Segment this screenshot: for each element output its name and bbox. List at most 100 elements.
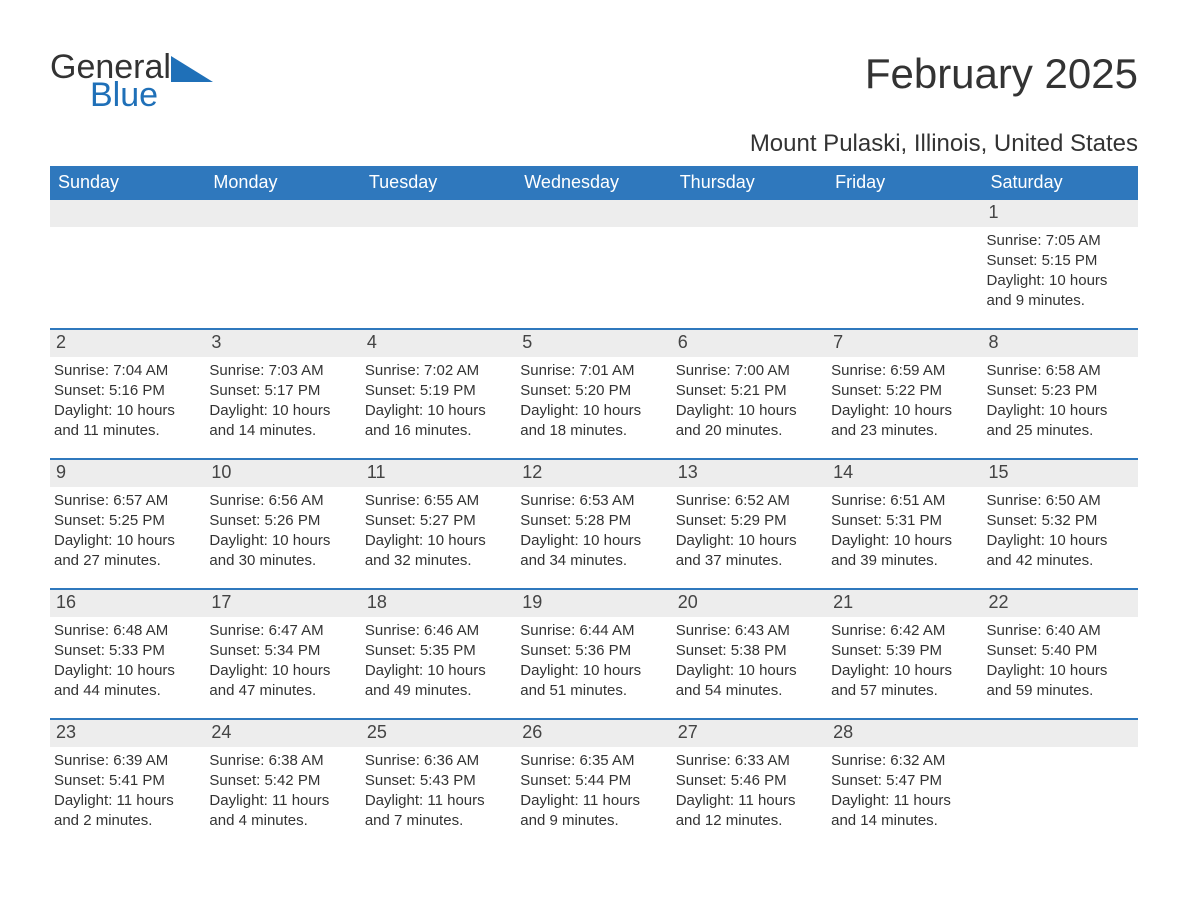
daylight-text: Daylight: 10 hours and 16 minutes. — [365, 401, 512, 442]
day-number: 27 — [672, 720, 827, 747]
day-number: 26 — [516, 720, 671, 747]
day-data: Sunrise: 7:05 AMSunset: 5:15 PMDaylight:… — [983, 227, 1138, 318]
day-data: Sunrise: 6:56 AMSunset: 5:26 PMDaylight:… — [205, 487, 360, 578]
day-number: 2 — [50, 330, 205, 357]
calendar-cell: 8Sunrise: 6:58 AMSunset: 5:23 PMDaylight… — [983, 330, 1138, 458]
day-number: 19 — [516, 590, 671, 617]
calendar-cell: 27Sunrise: 6:33 AMSunset: 5:46 PMDayligh… — [672, 720, 827, 848]
daylight-text: Daylight: 10 hours and 30 minutes. — [209, 531, 356, 572]
sunset-text: Sunset: 5:21 PM — [676, 381, 823, 401]
sunset-text: Sunset: 5:19 PM — [365, 381, 512, 401]
day-number: 3 — [205, 330, 360, 357]
day-number: 8 — [983, 330, 1138, 357]
sunrise-text: Sunrise: 6:59 AM — [831, 361, 978, 381]
week-row: 9Sunrise: 6:57 AMSunset: 5:25 PMDaylight… — [50, 458, 1138, 588]
location-label: Mount Pulaski, Illinois, United States — [50, 130, 1138, 158]
sunset-text: Sunset: 5:40 PM — [987, 641, 1134, 661]
daylight-text: Daylight: 10 hours and 51 minutes. — [520, 661, 667, 702]
day-number: 1 — [983, 200, 1138, 227]
sunset-text: Sunset: 5:35 PM — [365, 641, 512, 661]
day-number: 16 — [50, 590, 205, 617]
day-number — [361, 200, 516, 227]
day-data: Sunrise: 6:51 AMSunset: 5:31 PMDaylight:… — [827, 487, 982, 578]
calendar-cell — [205, 200, 360, 328]
sunrise-text: Sunrise: 7:01 AM — [520, 361, 667, 381]
calendar-cell: 14Sunrise: 6:51 AMSunset: 5:31 PMDayligh… — [827, 460, 982, 588]
day-number: 23 — [50, 720, 205, 747]
calendar-cell — [516, 200, 671, 328]
day-number: 10 — [205, 460, 360, 487]
day-number — [50, 200, 205, 227]
week-row: 23Sunrise: 6:39 AMSunset: 5:41 PMDayligh… — [50, 718, 1138, 848]
daylight-text: Daylight: 10 hours and 42 minutes. — [987, 531, 1134, 572]
sunrise-text: Sunrise: 6:35 AM — [520, 751, 667, 771]
daylight-text: Daylight: 11 hours and 12 minutes. — [676, 791, 823, 832]
sunset-text: Sunset: 5:20 PM — [520, 381, 667, 401]
daylight-text: Daylight: 10 hours and 25 minutes. — [987, 401, 1134, 442]
sunset-text: Sunset: 5:32 PM — [987, 511, 1134, 531]
sunrise-text: Sunrise: 6:53 AM — [520, 491, 667, 511]
day-number — [672, 200, 827, 227]
sunrise-text: Sunrise: 6:57 AM — [54, 491, 201, 511]
day-data: Sunrise: 6:33 AMSunset: 5:46 PMDaylight:… — [672, 747, 827, 838]
sunrise-text: Sunrise: 6:47 AM — [209, 621, 356, 641]
sunrise-text: Sunrise: 6:50 AM — [987, 491, 1134, 511]
day-data: Sunrise: 6:32 AMSunset: 5:47 PMDaylight:… — [827, 747, 982, 838]
sunrise-text: Sunrise: 6:51 AM — [831, 491, 978, 511]
sunrise-text: Sunrise: 6:48 AM — [54, 621, 201, 641]
calendar-cell — [672, 200, 827, 328]
sunset-text: Sunset: 5:44 PM — [520, 771, 667, 791]
day-number: 24 — [205, 720, 360, 747]
day-data: Sunrise: 7:01 AMSunset: 5:20 PMDaylight:… — [516, 357, 671, 448]
day-header: Tuesday — [361, 166, 516, 200]
sunrise-text: Sunrise: 7:02 AM — [365, 361, 512, 381]
daylight-text: Daylight: 10 hours and 44 minutes. — [54, 661, 201, 702]
logo-word-2: Blue — [90, 78, 171, 112]
month-title: February 2025 — [865, 50, 1138, 98]
day-number — [205, 200, 360, 227]
daylight-text: Daylight: 10 hours and 11 minutes. — [54, 401, 201, 442]
sunset-text: Sunset: 5:15 PM — [987, 251, 1134, 271]
sunset-text: Sunset: 5:41 PM — [54, 771, 201, 791]
day-data: Sunrise: 6:57 AMSunset: 5:25 PMDaylight:… — [50, 487, 205, 578]
day-data: Sunrise: 6:59 AMSunset: 5:22 PMDaylight:… — [827, 357, 982, 448]
sunset-text: Sunset: 5:26 PM — [209, 511, 356, 531]
daylight-text: Daylight: 10 hours and 18 minutes. — [520, 401, 667, 442]
daylight-text: Daylight: 10 hours and 27 minutes. — [54, 531, 201, 572]
sunrise-text: Sunrise: 7:05 AM — [987, 231, 1134, 251]
day-data: Sunrise: 6:53 AMSunset: 5:28 PMDaylight:… — [516, 487, 671, 578]
day-data: Sunrise: 7:03 AMSunset: 5:17 PMDaylight:… — [205, 357, 360, 448]
daylight-text: Daylight: 10 hours and 39 minutes. — [831, 531, 978, 572]
day-number: 5 — [516, 330, 671, 357]
daylight-text: Daylight: 11 hours and 7 minutes. — [365, 791, 512, 832]
day-data: Sunrise: 6:43 AMSunset: 5:38 PMDaylight:… — [672, 617, 827, 708]
day-header: Friday — [827, 166, 982, 200]
sunset-text: Sunset: 5:25 PM — [54, 511, 201, 531]
sunset-text: Sunset: 5:22 PM — [831, 381, 978, 401]
sunrise-text: Sunrise: 6:43 AM — [676, 621, 823, 641]
daylight-text: Daylight: 10 hours and 49 minutes. — [365, 661, 512, 702]
sunrise-text: Sunrise: 6:38 AM — [209, 751, 356, 771]
sunset-text: Sunset: 5:43 PM — [365, 771, 512, 791]
day-data: Sunrise: 6:50 AMSunset: 5:32 PMDaylight:… — [983, 487, 1138, 578]
week-row: 2Sunrise: 7:04 AMSunset: 5:16 PMDaylight… — [50, 328, 1138, 458]
calendar-cell — [827, 200, 982, 328]
calendar-cell: 19Sunrise: 6:44 AMSunset: 5:36 PMDayligh… — [516, 590, 671, 718]
day-data: Sunrise: 6:55 AMSunset: 5:27 PMDaylight:… — [361, 487, 516, 578]
sunrise-text: Sunrise: 6:33 AM — [676, 751, 823, 771]
sunrise-text: Sunrise: 6:55 AM — [365, 491, 512, 511]
calendar-cell: 7Sunrise: 6:59 AMSunset: 5:22 PMDaylight… — [827, 330, 982, 458]
day-number: 4 — [361, 330, 516, 357]
sunrise-text: Sunrise: 6:56 AM — [209, 491, 356, 511]
day-header: Wednesday — [516, 166, 671, 200]
sunrise-text: Sunrise: 6:46 AM — [365, 621, 512, 641]
day-number: 9 — [50, 460, 205, 487]
calendar-cell: 25Sunrise: 6:36 AMSunset: 5:43 PMDayligh… — [361, 720, 516, 848]
day-data: Sunrise: 6:38 AMSunset: 5:42 PMDaylight:… — [205, 747, 360, 838]
calendar-cell: 12Sunrise: 6:53 AMSunset: 5:28 PMDayligh… — [516, 460, 671, 588]
calendar-cell — [361, 200, 516, 328]
calendar-cell: 13Sunrise: 6:52 AMSunset: 5:29 PMDayligh… — [672, 460, 827, 588]
logo: General Blue — [50, 50, 213, 112]
header: General Blue February 2025 — [50, 50, 1138, 112]
day-number: 15 — [983, 460, 1138, 487]
